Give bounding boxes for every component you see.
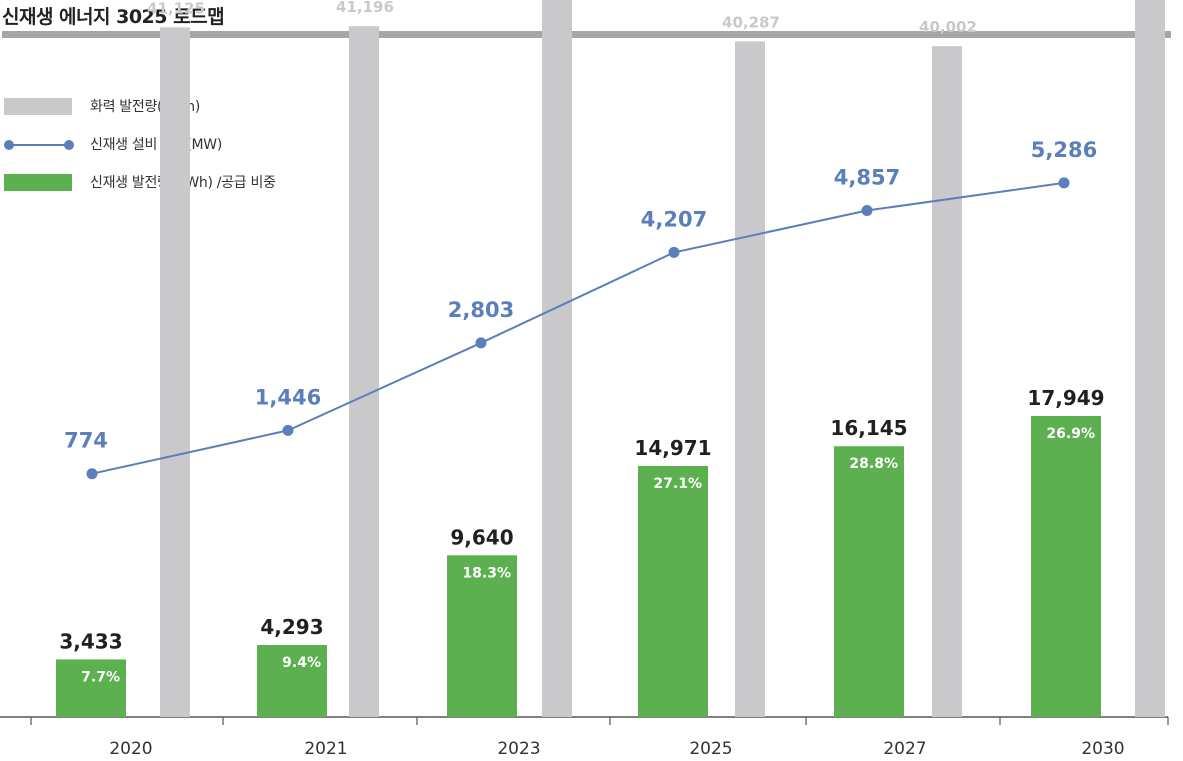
renewable-share-label: 27.1%	[653, 476, 702, 492]
x-tick-label: 2021	[304, 739, 347, 759]
renewable-bar	[447, 555, 517, 717]
capacity-value-label: 4,857	[834, 166, 900, 190]
capacity-point	[861, 205, 873, 217]
renewable-bar	[257, 645, 327, 717]
renewable-bar	[1031, 415, 1101, 717]
thermal-value-label: 41,196	[336, 0, 394, 16]
renewable-value-label: 3,433	[59, 629, 122, 653]
renewable-bar	[638, 465, 708, 717]
thermal-bar	[160, 27, 190, 718]
capacity-point	[668, 246, 680, 258]
thermal-bar	[349, 26, 379, 718]
capacity-point	[1058, 177, 1070, 189]
capacity-value-label: 2,803	[448, 298, 514, 322]
title-divider	[2, 31, 1171, 38]
renewable-share-label: 18.3%	[462, 565, 511, 581]
x-tick-label: 2025	[689, 739, 732, 759]
x-tick-label: 2027	[883, 739, 926, 759]
thermal-bar	[542, 0, 572, 717]
legend-swatch-line	[8, 144, 70, 146]
capacity-point	[86, 468, 98, 480]
thermal-bar	[1135, 0, 1165, 718]
renewable-value-label: 14,971	[634, 436, 711, 460]
renewable-share-label: 26.9%	[1046, 426, 1095, 442]
legend-dot-left	[4, 140, 14, 150]
renewable-bar	[834, 446, 904, 717]
capacity-value-label: 1,446	[255, 385, 321, 409]
capacity-value-label: 4,207	[641, 207, 707, 231]
legend-swatch-green-bar	[4, 174, 72, 191]
capacity-value-label: 774	[64, 429, 108, 453]
chart-title: 신재생 에너지 3025 로드맵	[2, 6, 225, 28]
thermal-bar	[735, 41, 765, 717]
legend-swatch-gray-bar	[4, 98, 72, 115]
renewable-value-label: 4,293	[260, 615, 323, 639]
capacity-value-label: 5,286	[1031, 138, 1097, 162]
renewable-share-label: 9.4%	[282, 655, 321, 671]
renewable-value-label: 16,145	[830, 416, 907, 440]
capacity-point	[475, 337, 487, 349]
thermal-value-label: 40,002	[919, 18, 977, 36]
renewable-share-label: 28.8%	[849, 456, 898, 472]
thermal-value-label: 40,287	[722, 13, 780, 31]
renewable-value-label: 9,640	[450, 525, 513, 549]
renewable-value-label: 17,949	[1027, 386, 1104, 410]
thermal-value-label: 41,125	[147, 0, 205, 17]
legend-dot-right	[64, 140, 74, 150]
x-tick-label: 2030	[1081, 739, 1124, 759]
renewable-bar	[56, 659, 126, 717]
x-tick-label: 2020	[109, 739, 152, 759]
x-tick-label: 2023	[497, 739, 540, 759]
thermal-bar	[932, 46, 962, 718]
capacity-line	[91, 181, 1065, 475]
renewable-share-label: 7.7%	[81, 669, 120, 685]
capacity-point	[282, 424, 294, 436]
